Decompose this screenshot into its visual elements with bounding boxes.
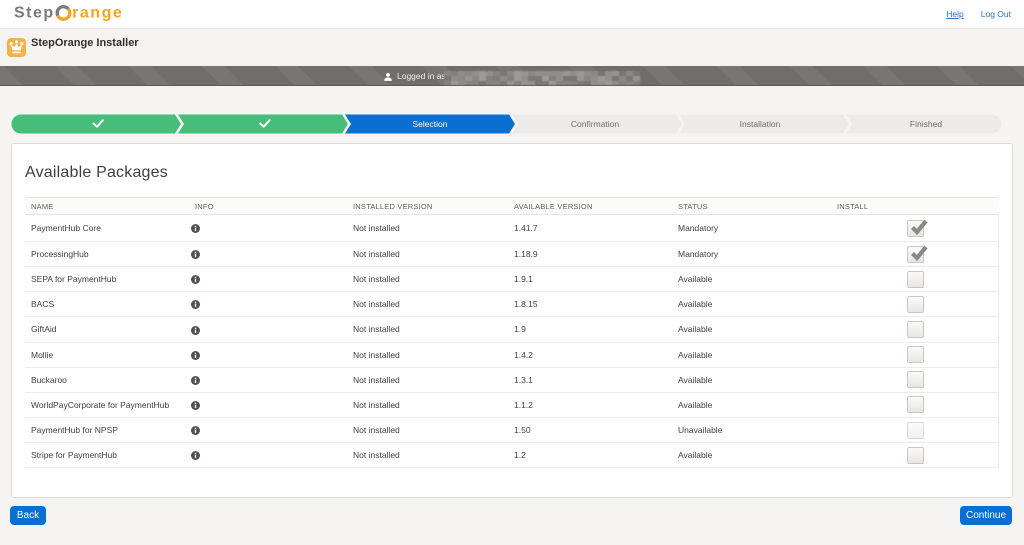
- svg-text:Finished: Finished: [910, 119, 942, 129]
- svg-text:Confirmation: Confirmation: [571, 119, 619, 129]
- svg-text:Selection: Selection: [413, 119, 448, 129]
- svg-text:Installation: Installation: [740, 119, 781, 129]
